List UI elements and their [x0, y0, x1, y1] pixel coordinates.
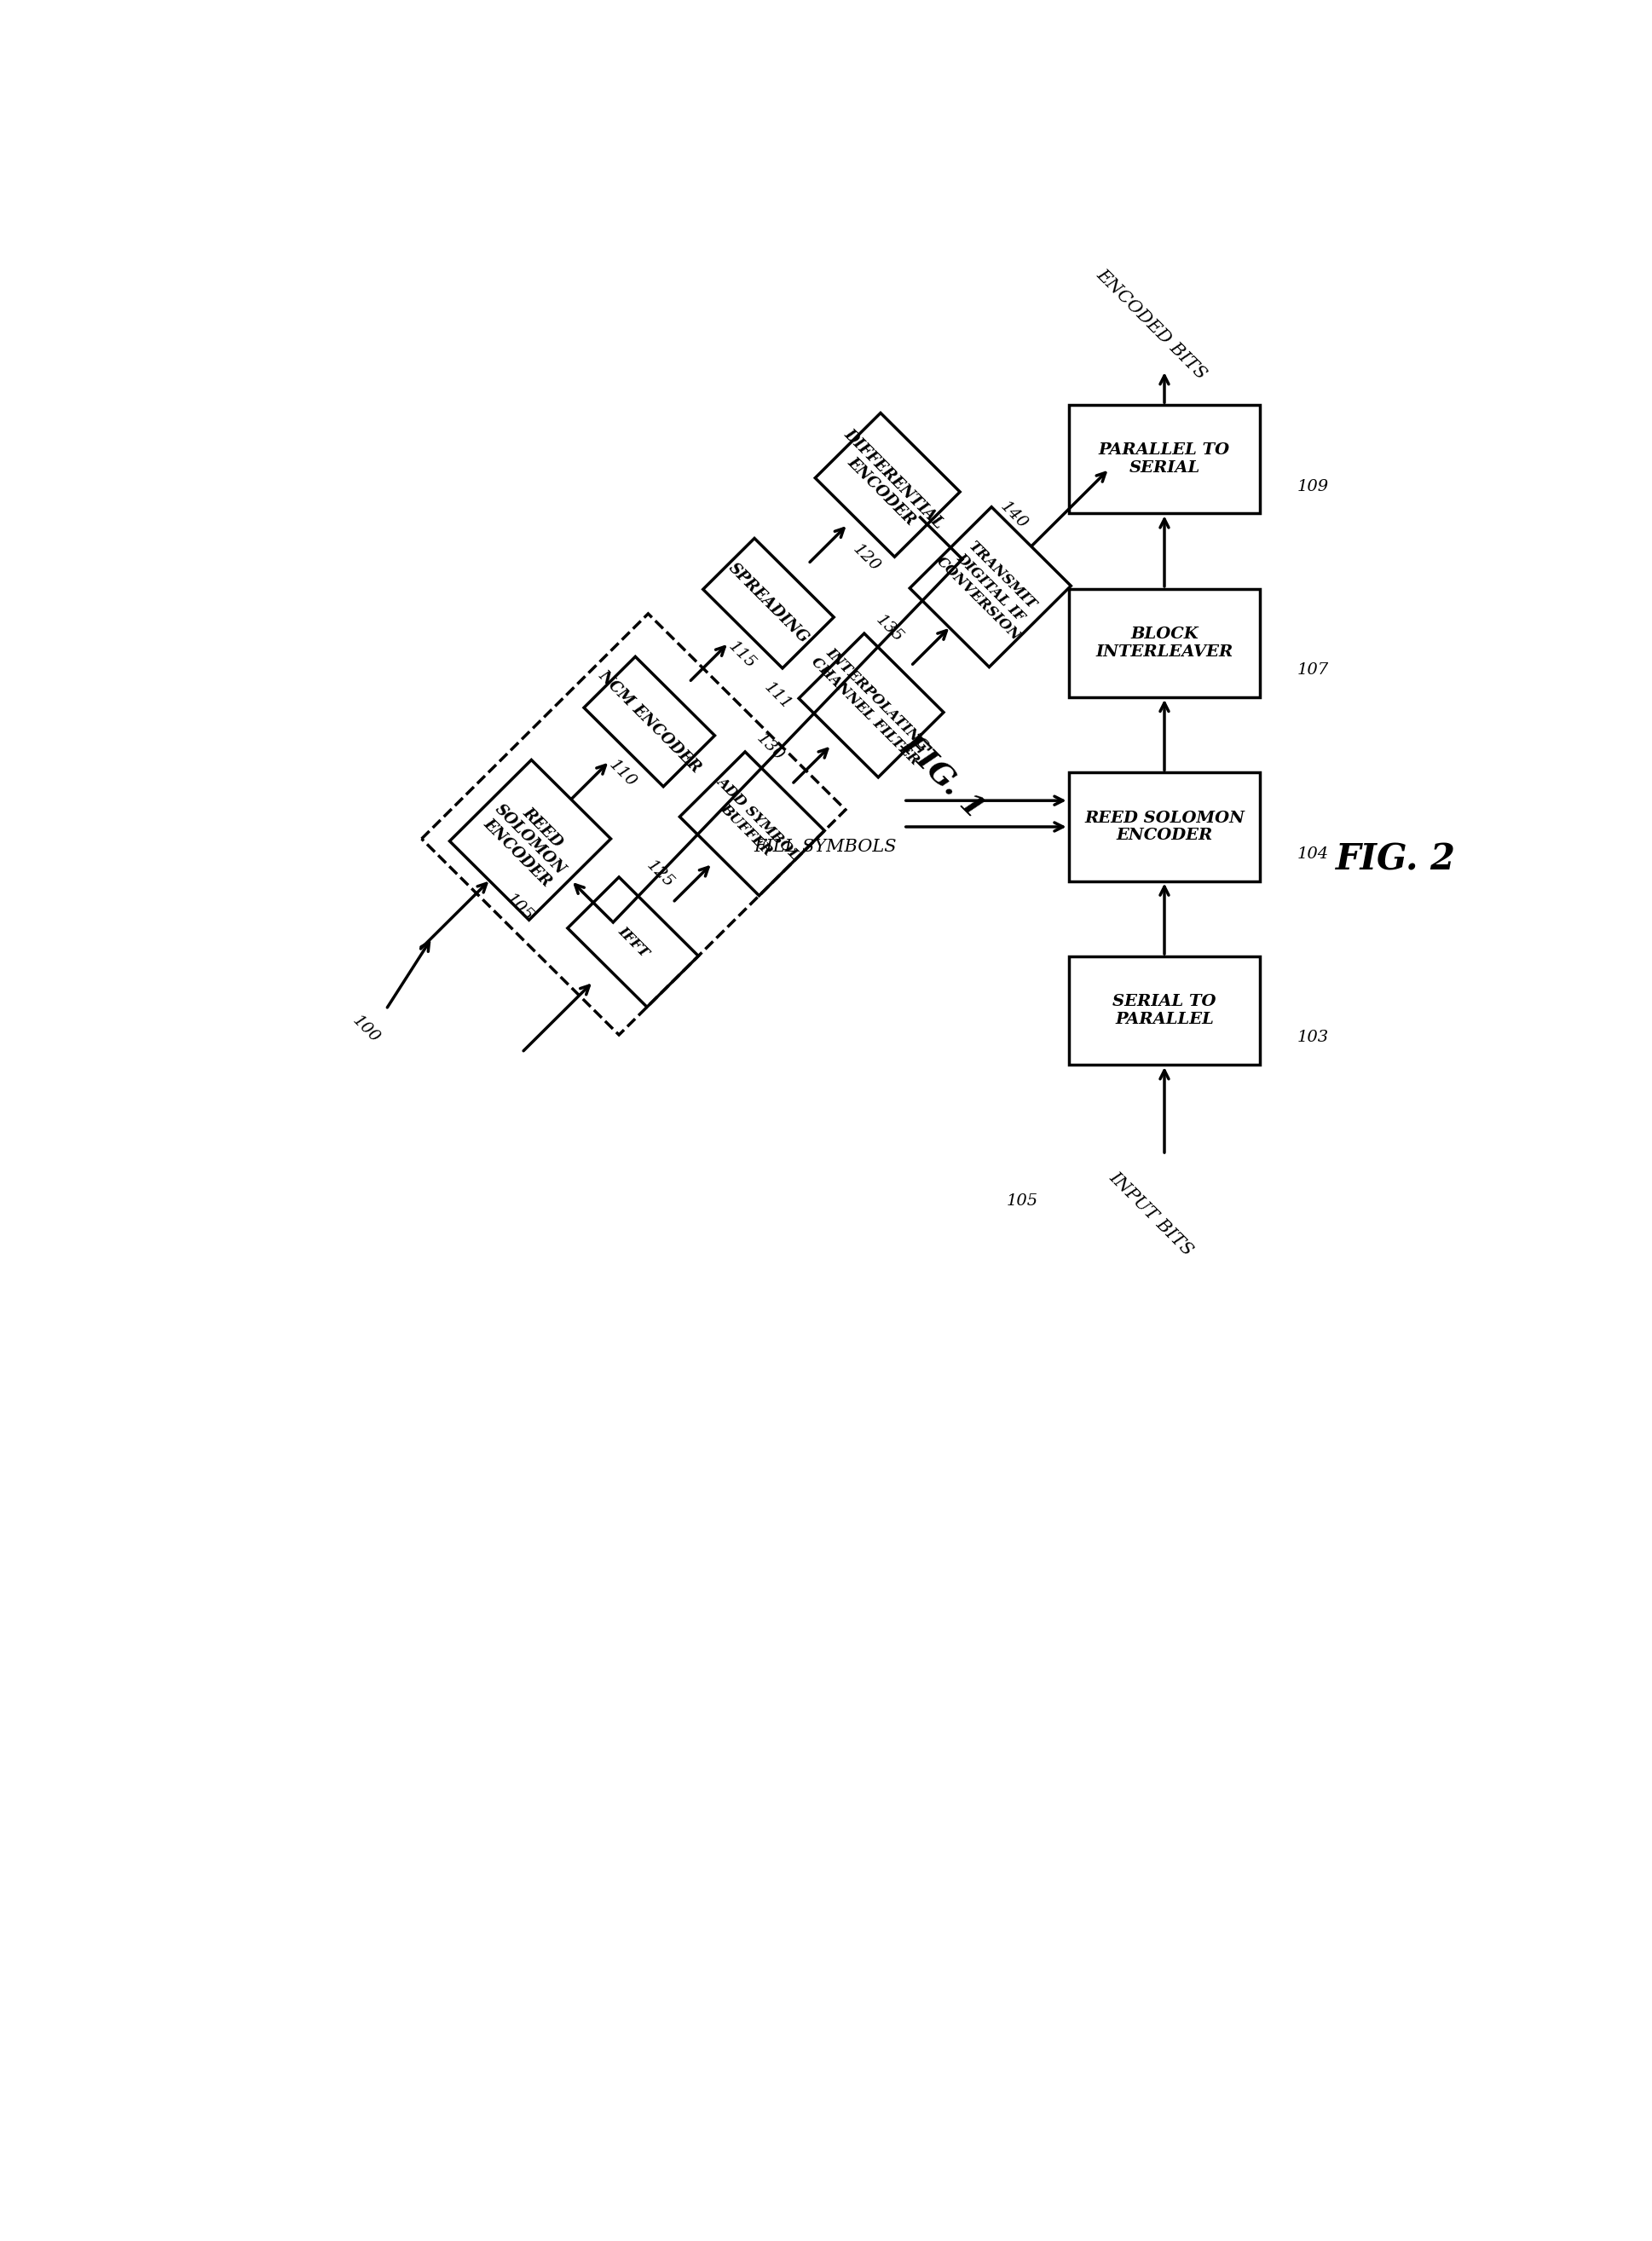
Text: REED
SOLOMON
ENCODER: REED SOLOMON ENCODER — [479, 789, 582, 890]
Text: FILL SYMBOLS: FILL SYMBOLS — [753, 838, 897, 854]
Polygon shape — [910, 506, 1070, 668]
Text: 140: 140 — [996, 500, 1031, 531]
Bar — [1069, 406, 1260, 513]
Text: IFFT: IFFT — [615, 923, 651, 961]
Text: FIG. 2: FIG. 2 — [1335, 843, 1455, 878]
Bar — [1069, 589, 1260, 697]
Text: 115: 115 — [725, 639, 758, 672]
Text: 130: 130 — [753, 731, 786, 764]
Polygon shape — [679, 751, 824, 896]
Text: 109: 109 — [1297, 480, 1328, 493]
Polygon shape — [814, 412, 960, 556]
Text: 105: 105 — [502, 892, 535, 926]
Text: 107: 107 — [1297, 663, 1328, 677]
Polygon shape — [800, 634, 943, 778]
Text: PARALLEL TO
SERIAL: PARALLEL TO SERIAL — [1099, 444, 1231, 475]
Text: 105: 105 — [1006, 1192, 1037, 1208]
Text: SPREADING: SPREADING — [725, 560, 811, 645]
Text: BLOCK
INTERLEAVER: BLOCK INTERLEAVER — [1095, 627, 1232, 659]
Bar — [1069, 773, 1260, 881]
Text: 100: 100 — [350, 1013, 383, 1047]
Polygon shape — [449, 760, 611, 921]
Text: DIFFERENTIAL
ENCODER: DIFFERENTIAL ENCODER — [829, 426, 947, 545]
Text: INTERPOLATING
CHANNEL FILTER: INTERPOLATING CHANNEL FILTER — [808, 643, 933, 769]
Polygon shape — [704, 538, 834, 668]
Text: 125: 125 — [644, 858, 677, 892]
Text: 110: 110 — [606, 757, 639, 791]
Text: REED SOLOMON
ENCODER: REED SOLOMON ENCODER — [1084, 811, 1244, 843]
Text: FIG. 1: FIG. 1 — [895, 731, 990, 825]
Bar — [1069, 957, 1260, 1064]
Text: SERIAL TO
PARALLEL: SERIAL TO PARALLEL — [1113, 995, 1216, 1026]
Text: TRANSMIT
DIGITAL IF
CONVERSION: TRANSMIT DIGITAL IF CONVERSION — [933, 531, 1047, 643]
Text: 120: 120 — [849, 542, 882, 576]
Polygon shape — [568, 876, 699, 1006]
Text: 135: 135 — [872, 612, 905, 645]
Text: NCM ENCODER: NCM ENCODER — [595, 668, 704, 775]
Text: 111: 111 — [762, 679, 795, 713]
Text: 103: 103 — [1297, 1031, 1328, 1044]
Text: INPUT BITS: INPUT BITS — [1107, 1170, 1196, 1259]
Text: ENCODED BITS: ENCODED BITS — [1094, 267, 1209, 383]
Text: 104: 104 — [1297, 847, 1328, 861]
Text: ADD SYMBOL
BUFFER: ADD SYMBOL BUFFER — [702, 773, 803, 874]
Polygon shape — [583, 657, 715, 787]
